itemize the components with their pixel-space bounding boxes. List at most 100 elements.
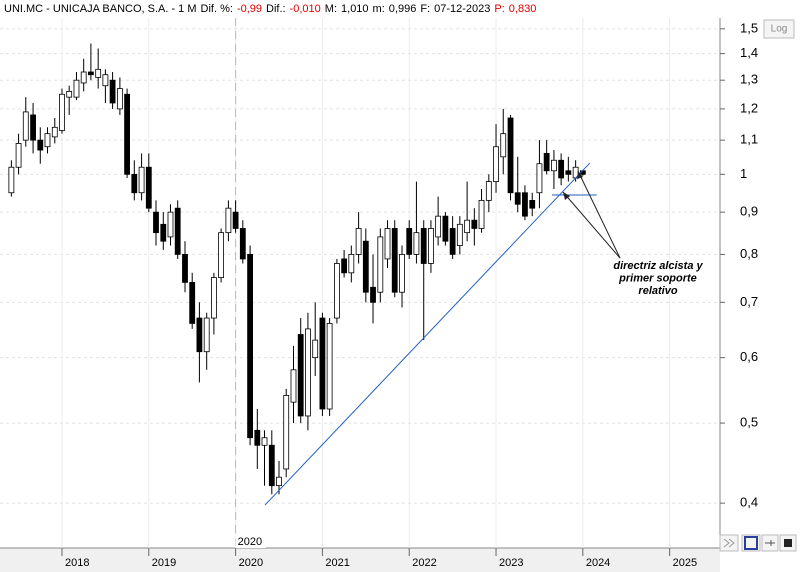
candle-body bbox=[22, 111, 29, 141]
y-tick-label: 1,1 bbox=[740, 132, 758, 147]
close-icon bbox=[784, 539, 792, 547]
candle-body bbox=[334, 263, 340, 319]
candle-body bbox=[276, 476, 282, 487]
annotation-arrow bbox=[577, 170, 621, 259]
candle-body bbox=[239, 228, 246, 260]
candle-body bbox=[203, 317, 210, 353]
y-tick-label: 1,2 bbox=[740, 100, 758, 115]
y-tick-label: 1,4 bbox=[740, 45, 758, 60]
x-tick-label: 2025 bbox=[673, 557, 697, 569]
candle-body bbox=[116, 88, 123, 110]
grid bbox=[0, 18, 720, 548]
y-tick-label: 0,4 bbox=[740, 495, 758, 510]
candle-body bbox=[536, 163, 543, 194]
candle-body bbox=[30, 114, 36, 141]
candle-body bbox=[254, 429, 261, 446]
stat-label: F: bbox=[420, 3, 431, 15]
candle-body bbox=[399, 254, 405, 293]
candles bbox=[8, 43, 586, 495]
candle-body bbox=[131, 173, 138, 194]
x-tick-label: 2022 bbox=[412, 557, 436, 569]
candle-body bbox=[87, 71, 94, 76]
x-tick-label: 2023 bbox=[499, 557, 523, 569]
candle-body bbox=[153, 211, 159, 234]
candle-body bbox=[261, 437, 268, 446]
candle-body bbox=[95, 68, 102, 78]
save-button[interactable] bbox=[741, 534, 761, 552]
zoom-icon bbox=[765, 540, 775, 546]
candle-body bbox=[319, 317, 326, 410]
candle-body bbox=[297, 334, 304, 417]
candle-body bbox=[500, 133, 507, 158]
candle-body bbox=[370, 286, 376, 303]
candle-body bbox=[485, 181, 492, 201]
candle-body bbox=[326, 323, 333, 410]
y-tick-label: 0,7 bbox=[740, 294, 758, 309]
candle-body bbox=[551, 159, 557, 172]
candle-body bbox=[232, 211, 239, 229]
candle-body bbox=[507, 117, 514, 194]
stat-label: m: bbox=[372, 3, 385, 15]
candle-body bbox=[124, 93, 130, 175]
x-tick-label: 2024 bbox=[586, 557, 610, 569]
candle-body bbox=[80, 71, 87, 84]
candle-body bbox=[529, 199, 536, 209]
stat-value: 0,996 bbox=[388, 3, 417, 15]
candle-body bbox=[406, 228, 413, 255]
candle-body bbox=[37, 139, 44, 151]
candle-body bbox=[514, 192, 521, 205]
y-tick-label: 0,5 bbox=[740, 415, 758, 430]
log-button-label[interactable]: Log bbox=[771, 24, 788, 35]
save-icon bbox=[744, 536, 758, 550]
stat-value: 07-12-2023 bbox=[434, 3, 491, 15]
candle-body bbox=[341, 258, 348, 274]
candle-body bbox=[218, 232, 225, 278]
x-axis-band bbox=[0, 548, 720, 572]
stat-label: Dif.: bbox=[266, 3, 286, 15]
candle-body bbox=[384, 228, 391, 260]
y-tick-label: 0,8 bbox=[740, 246, 758, 261]
candle-body bbox=[290, 369, 297, 403]
y-tick-label: 1,5 bbox=[740, 20, 758, 35]
ticker-title: UNI.MC - UNICAJA BANCO, S.A. - 1 M bbox=[4, 3, 197, 15]
candle-body bbox=[66, 91, 73, 98]
arrow-head bbox=[577, 171, 583, 179]
annotation-text: directriz alcista y bbox=[613, 260, 703, 272]
candle-body bbox=[442, 215, 449, 242]
candle-body bbox=[15, 143, 22, 168]
candle-body bbox=[59, 93, 65, 131]
candle-body bbox=[449, 228, 456, 255]
candle-body bbox=[464, 219, 471, 234]
header: UNI.MC - UNICAJA BANCO, S.A. - 1 M Dif. %… bbox=[4, 3, 540, 15]
stat-value: 1,010 bbox=[341, 3, 369, 15]
arrow-head bbox=[563, 192, 570, 200]
candle-body bbox=[305, 328, 311, 417]
candle-body bbox=[247, 254, 253, 439]
toolbar bbox=[719, 534, 797, 552]
candle-body bbox=[377, 236, 384, 293]
candle-body bbox=[138, 166, 145, 194]
candle-body bbox=[558, 159, 565, 179]
trend-line bbox=[264, 162, 591, 506]
candle-body bbox=[471, 219, 478, 229]
collapse-icon bbox=[723, 538, 735, 548]
stat-value: 0,830 bbox=[508, 3, 537, 15]
y-tick-label: 0,9 bbox=[740, 204, 758, 219]
candle-body bbox=[160, 223, 167, 242]
candle-body bbox=[348, 254, 355, 274]
candle-body bbox=[391, 228, 398, 293]
candle-body bbox=[182, 254, 188, 283]
stat-label: Dif. %: bbox=[200, 3, 233, 15]
candle-body bbox=[8, 166, 15, 194]
annotation-text: primer soporte bbox=[618, 272, 697, 284]
stat-value: -0,99 bbox=[236, 3, 263, 15]
stat-value: -0,010 bbox=[289, 3, 321, 15]
candle-body bbox=[196, 317, 203, 353]
x-tick-label: 2020 bbox=[239, 557, 263, 569]
candle-body bbox=[456, 223, 463, 246]
log-button[interactable] bbox=[763, 19, 795, 39]
candle-body bbox=[268, 444, 275, 487]
y-tick-label: 1 bbox=[740, 166, 747, 181]
candle-body bbox=[225, 207, 232, 234]
